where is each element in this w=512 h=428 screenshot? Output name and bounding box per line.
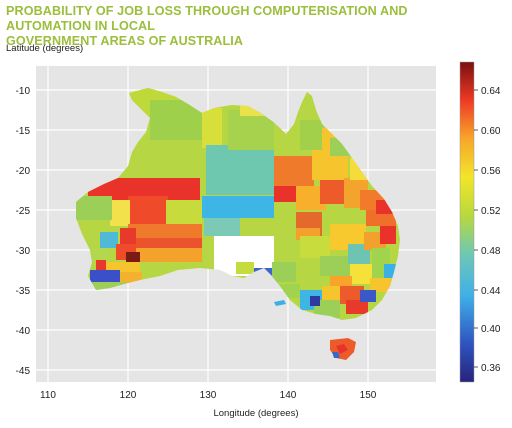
y-tick: -40	[16, 326, 31, 337]
colorbar-tick: 0.44	[481, 286, 501, 297]
y-tick: -30	[16, 246, 31, 257]
y-tick: -35	[16, 286, 31, 297]
x-tick: 130	[200, 390, 217, 401]
island-region	[274, 300, 286, 306]
x-axis-label: Longitude (degrees)	[213, 408, 299, 419]
title-line-2: GOVERNMENT AREAS OF AUSTRALIA	[6, 34, 244, 48]
colorbar-tick: 0.56	[481, 166, 501, 177]
colorbar-gradient	[459, 61, 475, 383]
y-axis-ticks: -10 -15 -20 -25 -30 -35 -40 -45	[16, 86, 31, 377]
x-tick: 120	[120, 390, 137, 401]
y-axis-label: Latitude (degrees)	[6, 43, 84, 54]
colorbar-tick: 0.60	[481, 126, 501, 137]
x-tick: 110	[40, 390, 56, 401]
x-tick: 140	[280, 390, 297, 401]
colorbar-tick: 0.40	[481, 324, 501, 335]
colorbar-tick: 0.48	[481, 246, 501, 257]
y-tick: -45	[16, 366, 31, 377]
y-tick: -20	[16, 166, 31, 177]
colorbar-tick: 0.36	[481, 363, 501, 374]
y-tick: -10	[16, 86, 31, 97]
x-axis-ticks: 110 120 130 140 150	[40, 390, 377, 401]
colorbar-tick: 0.52	[481, 206, 501, 217]
x-tick: 150	[360, 390, 377, 401]
colorbar-tick: 0.64	[481, 86, 501, 97]
y-tick: -15	[16, 126, 31, 137]
y-tick: -25	[16, 206, 31, 217]
colorbar: 0.64 0.60 0.56 0.52 0.48 0.44 0.40 0.36	[459, 61, 501, 383]
title-line-1: PROBABILITY OF JOB LOSS THROUGH COMPUTER…	[6, 4, 408, 33]
page-title: PROBABILITY OF JOB LOSS THROUGH COMPUTER…	[6, 4, 476, 49]
